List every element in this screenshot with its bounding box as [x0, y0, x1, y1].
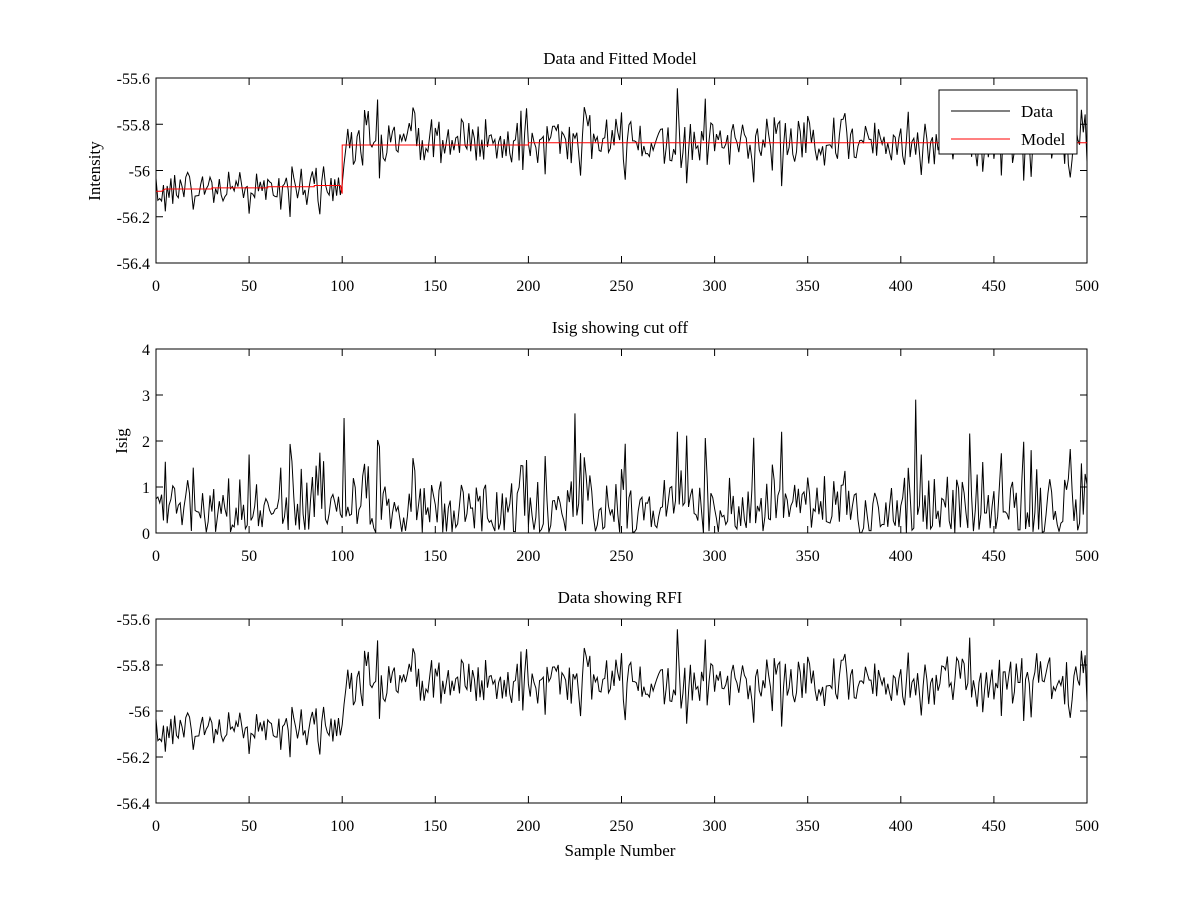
y-tick-label: -55.6	[117, 71, 150, 88]
x-tick-label: 150	[423, 548, 447, 565]
panel-data-rfi: Data showing RFI Sample Number 0 50 100 150…	[117, 588, 1099, 860]
x-tick-label: 150	[423, 818, 447, 835]
plot-frame	[155, 348, 1088, 534]
y-tick-label: 0	[142, 526, 150, 543]
plot-frame	[155, 618, 1088, 804]
x-tick-label: 450	[982, 278, 1006, 295]
x-tick-label: 250	[610, 548, 634, 565]
plot-frame	[155, 77, 1088, 264]
x-tick-label: 100	[330, 278, 354, 295]
series-line-panel2	[156, 399, 1087, 533]
y-tick-label: -55.6	[117, 612, 150, 629]
x-tick-label: 150	[423, 278, 447, 295]
y-tick-label: -56.2	[117, 210, 150, 227]
y-tick-label: -56	[129, 164, 150, 181]
x-tick-label: 350	[796, 548, 820, 565]
x-tick-label: 350	[796, 818, 820, 835]
legend: Data Model	[938, 89, 1078, 155]
panel-title: Data and Fitted Model	[543, 49, 697, 68]
y-tick-label: 1	[142, 480, 150, 497]
x-tick-label: 50	[241, 278, 257, 295]
x-tick-label: 400	[889, 818, 913, 835]
legend-label-data: Data	[1021, 102, 1054, 121]
panel-title: Data showing RFI	[558, 588, 683, 607]
x-tick-label: 100	[330, 818, 354, 835]
x-tick-label: 50	[241, 548, 257, 565]
y-tick-label: -56	[129, 704, 150, 721]
y-tick-label: 3	[142, 388, 150, 405]
x-tick-label: 0	[152, 278, 160, 295]
x-tick-label: 450	[982, 818, 1006, 835]
y-tick-label: -55.8	[117, 658, 150, 675]
y-axis-label: Intensity	[85, 141, 104, 201]
x-tick-label: 500	[1075, 278, 1099, 295]
x-tick-label: 400	[889, 278, 913, 295]
x-tick-label: 0	[152, 548, 160, 565]
x-tick-label: 200	[516, 818, 540, 835]
x-tick-label: 500	[1075, 818, 1099, 835]
x-tick-label: 400	[889, 548, 913, 565]
y-tick-label: -56.2	[117, 750, 150, 767]
y-tick-label: -55.8	[117, 117, 150, 134]
panel-data-and-model: Data and Fitted Model Intensity 0 50 100 15…	[85, 49, 1099, 295]
x-tick-label: 250	[610, 818, 634, 835]
x-tick-label: 200	[516, 548, 540, 565]
x-axis-label: Sample Number	[565, 841, 676, 860]
series-line-data	[156, 88, 1087, 218]
y-axis-label: Isig	[112, 428, 131, 454]
x-tick-label: 300	[703, 548, 727, 565]
legend-box	[938, 89, 1078, 155]
legend-label-model: Model	[1021, 130, 1066, 149]
panel-isig: Isig showing cut off Isig 0 50 100 150 200 25…	[112, 318, 1099, 565]
series-line-model	[156, 142, 1087, 194]
x-tick-label: 0	[152, 818, 160, 835]
x-tick-label: 300	[703, 818, 727, 835]
y-tick-label: -56.4	[117, 256, 150, 273]
panel-title: Isig showing cut off	[552, 318, 688, 337]
x-tick-label: 200	[516, 278, 540, 295]
x-tick-label: 450	[982, 548, 1006, 565]
x-tick-label: 350	[796, 278, 820, 295]
x-tick-label: 100	[330, 548, 354, 565]
x-tick-label: 50	[241, 818, 257, 835]
x-tick-label: 300	[703, 278, 727, 295]
series-line-panel3	[156, 629, 1087, 758]
x-tick-label: 500	[1075, 548, 1099, 565]
y-tick-label: -56.4	[117, 796, 150, 813]
y-tick-label: 2	[142, 434, 150, 451]
y-tick-label: 4	[142, 342, 150, 359]
x-tick-label: 250	[610, 278, 634, 295]
